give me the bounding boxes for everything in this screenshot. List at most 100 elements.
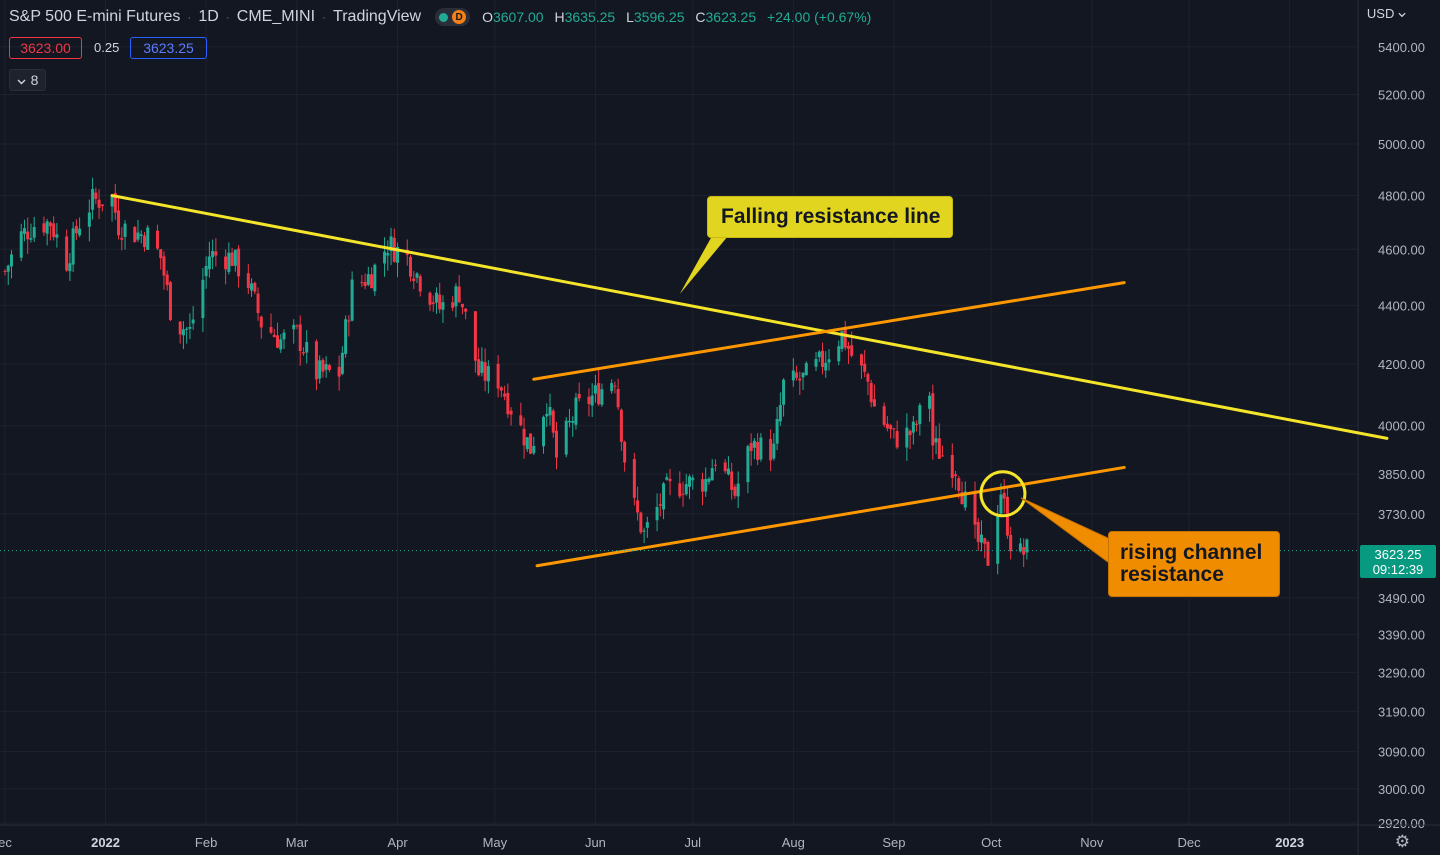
candle-body [1002,492,1006,499]
candle-body [639,512,643,533]
candle-body [370,274,374,289]
candle-body [428,292,432,305]
symbol-name[interactable]: S&P 500 E-mini Futures [9,8,181,25]
candle-body [736,483,740,497]
candle-body [464,308,468,312]
candle-body [292,324,296,330]
currency-selector[interactable]: USD [1367,6,1406,21]
candle-body [499,387,503,391]
candle-body [593,385,597,394]
separator: · [187,10,192,24]
candle-body [746,446,750,483]
x-tick-label: Feb [195,835,217,850]
candle-body [840,331,844,349]
candle-body [237,248,241,277]
candle-body [976,522,980,543]
exchange-label: CME_MINI [236,8,316,25]
candle-body [846,345,850,349]
candle-body [350,279,354,321]
candle-body [68,263,72,272]
candle-body [733,486,737,496]
candle-body [551,410,555,433]
candle-body [681,493,685,495]
candle-body [415,273,419,278]
candle-body [295,325,299,327]
candle-body [817,351,821,358]
candle-body [373,264,377,292]
market-status-badge[interactable]: D [435,8,471,26]
candle-body [483,362,487,381]
candle-body [723,462,727,472]
candle-body [117,210,121,236]
candle-body [619,409,623,442]
spread-value: 0.25 [94,40,120,55]
candle-body [113,192,117,213]
candle-body [613,385,617,387]
candle-body [1025,539,1029,553]
symbol-header: S&P 500 E-mini Futures · 1D · CME_MINI ·… [9,8,878,26]
rising-channel-callout[interactable]: rising channel resistance [1108,531,1280,597]
candle-body [45,221,49,234]
candle-body [522,428,526,446]
delayed-data-icon: D [452,10,467,24]
candle-body [503,393,507,397]
candle-body [418,276,422,292]
candle-body [9,254,13,267]
candle-body [684,484,688,495]
indicators-toggle[interactable]: 8 [9,69,46,91]
candle-body [872,399,876,407]
falling-resistance-callout[interactable]: Falling resistance line [707,196,953,238]
candle-body [19,231,23,258]
candle-body [905,427,909,448]
buy-button[interactable]: 3623.25 [130,37,207,59]
candle-body [250,283,254,291]
candle-body [950,454,954,478]
open-value: 3607.00 [492,9,544,25]
y-tick-label: 4800.00 [1378,189,1425,204]
high-value: 3635.25 [564,9,616,25]
candle-body [571,420,575,423]
candle-body [74,225,78,234]
candle-body [941,455,945,457]
candle-body [655,507,659,521]
candle-body [642,530,646,532]
candle-body [691,477,695,481]
candle-body [590,395,594,406]
candle-body [931,393,935,446]
candle-body [279,339,283,350]
x-tick-label: Apr [387,835,408,850]
candle-body [704,479,708,492]
candle-body [662,483,666,510]
current-price-value: 3623.25 [1374,547,1422,562]
sell-button[interactable]: 3623.00 [9,37,82,59]
candle-body [869,382,873,403]
candle-body [752,440,756,448]
candle-body [519,415,523,426]
candle-body [567,420,571,423]
candle-body [885,423,889,429]
candle-body [574,397,578,425]
candle-body [710,468,714,481]
candle-body [665,477,669,480]
candle-body [795,372,799,378]
candle-body [100,204,104,206]
candle-body [548,406,552,416]
candle-body [866,373,870,382]
candle-body [324,364,328,370]
candle-body [532,446,536,454]
y-tick-label: 4000.00 [1378,419,1425,434]
gear-icon[interactable]: ⚙ [1394,832,1410,851]
candle-body [915,423,919,425]
candle-body [162,256,166,276]
candle-body [441,302,445,310]
candle-body [55,234,59,238]
candle-body [908,430,912,436]
candle-body [707,478,711,482]
candle-body [798,378,802,381]
candle-body [529,433,533,454]
rising-channel-line [535,465,1126,568]
x-tick-label: Aug [782,835,805,850]
candle-body [434,292,438,303]
interval-label[interactable]: 1D [198,8,219,25]
